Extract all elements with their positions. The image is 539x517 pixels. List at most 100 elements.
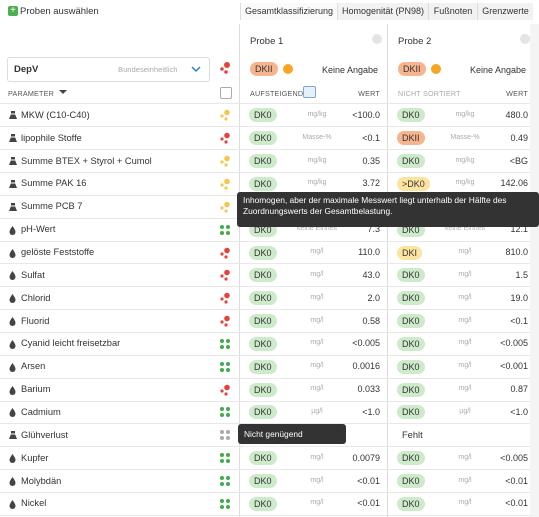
unit: keine Einheit — [296, 225, 338, 233]
overall-indicator — [220, 62, 230, 74]
value: 110.0 — [358, 247, 380, 257]
sample-name: Probe 2 — [398, 36, 432, 47]
sep — [0, 149, 530, 151]
indicator — [219, 292, 231, 306]
value: <0.005 — [352, 338, 380, 349]
unit: mg/l — [458, 499, 472, 507]
class-badge: DK0 — [397, 291, 425, 306]
tooltip: Inhomogen, aber der maximale Messwert li… — [237, 192, 539, 227]
param-name: Chlorid — [21, 292, 51, 303]
value: <0.1 — [362, 132, 380, 143]
sep — [0, 446, 530, 448]
indicator — [219, 338, 231, 352]
sep — [0, 309, 530, 311]
value: 0.87 — [510, 384, 528, 395]
class-badge: DK0 — [397, 382, 425, 397]
add-samples[interactable]: Proben auswählen — [20, 6, 99, 17]
param-icon — [8, 270, 17, 282]
param-icon — [8, 225, 17, 237]
chevron[interactable] — [191, 65, 201, 73]
unit: mg/l — [458, 316, 472, 324]
unit: mg/kg — [307, 156, 327, 164]
value: 480.0 — [505, 109, 528, 120]
param-name: pH-Wert — [21, 224, 56, 235]
param-name: Glühverlust — [21, 429, 69, 440]
unit: Masse-% — [302, 133, 332, 141]
indicator — [219, 475, 231, 489]
value: <0.01 — [505, 475, 528, 486]
class-badge: DK0 — [397, 314, 425, 329]
value: <BG — [509, 155, 528, 166]
param-name: MKW (C10-C40) — [21, 109, 90, 120]
sort-button[interactable] — [303, 86, 316, 98]
param-name: Arsen — [21, 361, 46, 372]
class-badge: DK0 — [397, 154, 425, 169]
unit: mg/l — [310, 476, 324, 484]
param-icon — [8, 133, 18, 145]
add-icon[interactable]: + — [8, 6, 18, 16]
close[interactable] — [520, 34, 530, 44]
param-name: Molybdän — [21, 475, 62, 486]
indicator — [219, 315, 231, 329]
param-icon — [8, 339, 17, 351]
param-icon — [8, 202, 18, 214]
unit: mg/l — [458, 248, 472, 255]
class-badge: DK0 — [249, 154, 277, 169]
sep — [0, 263, 530, 265]
unit: mg/l — [310, 316, 324, 324]
sort: AUFSTEIGEND — [250, 89, 304, 98]
param-name: Barium — [21, 384, 51, 395]
tab[interactable]: Grenzwerte — [477, 3, 533, 20]
unit: mg/l — [458, 476, 472, 484]
indicator — [219, 155, 231, 169]
class-badge: >DK0 — [397, 176, 430, 191]
divider — [239, 24, 240, 517]
note: Keine Angabe — [469, 65, 526, 75]
value: 43.0 — [362, 269, 380, 280]
regulation-name: DepV — [14, 64, 39, 75]
param-name: gelöste Feststoffe — [21, 247, 95, 257]
sep — [0, 491, 530, 493]
class-badge: DK0 — [249, 336, 277, 351]
unit: mg/kg — [307, 110, 327, 118]
unit: µg/l — [311, 407, 323, 415]
tab[interactable]: Homogenität (PN98) — [337, 3, 428, 20]
value: <0.005 — [500, 452, 528, 463]
class-badge: DK0 — [397, 496, 425, 511]
close[interactable] — [372, 34, 382, 44]
unit: mg/l — [458, 270, 472, 278]
unit: mg/l — [458, 293, 472, 301]
dropdown[interactable] — [59, 89, 67, 95]
regulation-select[interactable] — [7, 57, 210, 82]
indicator — [219, 178, 231, 192]
indicator — [219, 109, 231, 123]
param-icon — [8, 453, 17, 465]
class-badge: DK0 — [249, 176, 277, 191]
class-badge: DK0 — [397, 451, 425, 466]
tab[interactable]: Fußnoten — [428, 3, 477, 20]
param-name: Sulfat — [21, 269, 45, 280]
indicator — [219, 452, 231, 466]
class-badge: DK0 — [249, 359, 277, 374]
class-badge: DK0 — [249, 245, 277, 260]
param-name: Fluorid — [21, 315, 50, 326]
value-header: WERT — [506, 89, 528, 98]
unit: mg/kg — [307, 179, 327, 187]
param-icon — [8, 293, 17, 305]
unit: mg/kg — [455, 156, 475, 164]
indicator — [219, 406, 231, 420]
value: 810.0 — [505, 247, 528, 257]
param-icon — [8, 362, 17, 374]
class-badge: DKI — [397, 245, 423, 260]
unit: mg/l — [458, 385, 472, 393]
unit: mg/l — [458, 453, 472, 461]
tab[interactable]: Gesamtklassifizierung — [240, 3, 337, 20]
class-badge: DK0 — [249, 268, 277, 283]
unit: mg/l — [310, 499, 324, 507]
param-name: Summe BTEX + Styrol + Cumol — [21, 155, 152, 166]
param-icon — [8, 110, 18, 122]
sort-button[interactable] — [220, 87, 232, 99]
sep — [0, 514, 530, 516]
value: <0.01 — [505, 498, 528, 509]
value: <1.0 — [510, 406, 528, 417]
